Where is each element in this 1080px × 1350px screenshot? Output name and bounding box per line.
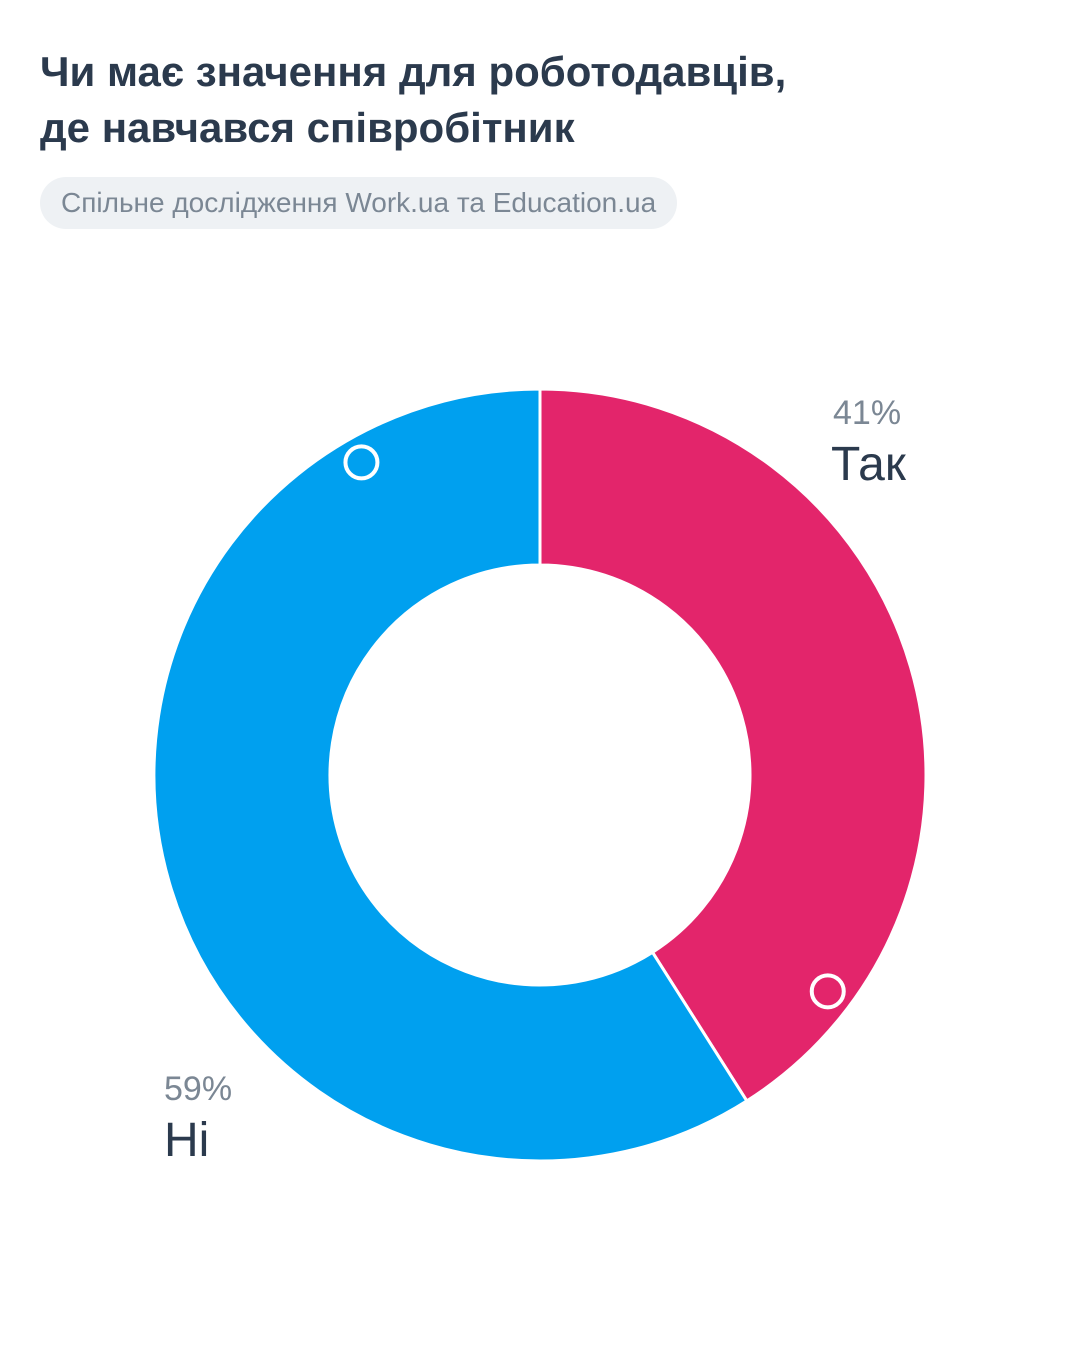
- chart-title-line-1: Чи має значення для роботодавців,: [40, 48, 787, 95]
- donut-slice-ni: [152, 387, 749, 1163]
- category-label-ni: Ні: [164, 1114, 209, 1167]
- slice-markers: [343, 444, 846, 1010]
- donut-slices: [152, 387, 928, 1163]
- data-label-ni: 59%: [164, 1070, 232, 1108]
- slice-marker-tak: [809, 973, 846, 1010]
- source-badge: Спільне дослідження Work.ua та Education…: [40, 177, 678, 229]
- data-label-tak: 41%: [833, 394, 901, 432]
- chart-title: Чи має значення для роботодавців, де нав…: [40, 44, 1040, 156]
- donut-slice-tak: [538, 387, 928, 1103]
- slice-marker-ni: [343, 444, 380, 481]
- category-label-tak: Так: [831, 438, 907, 491]
- chart-title-line-2: де навчався співробітник: [40, 104, 575, 151]
